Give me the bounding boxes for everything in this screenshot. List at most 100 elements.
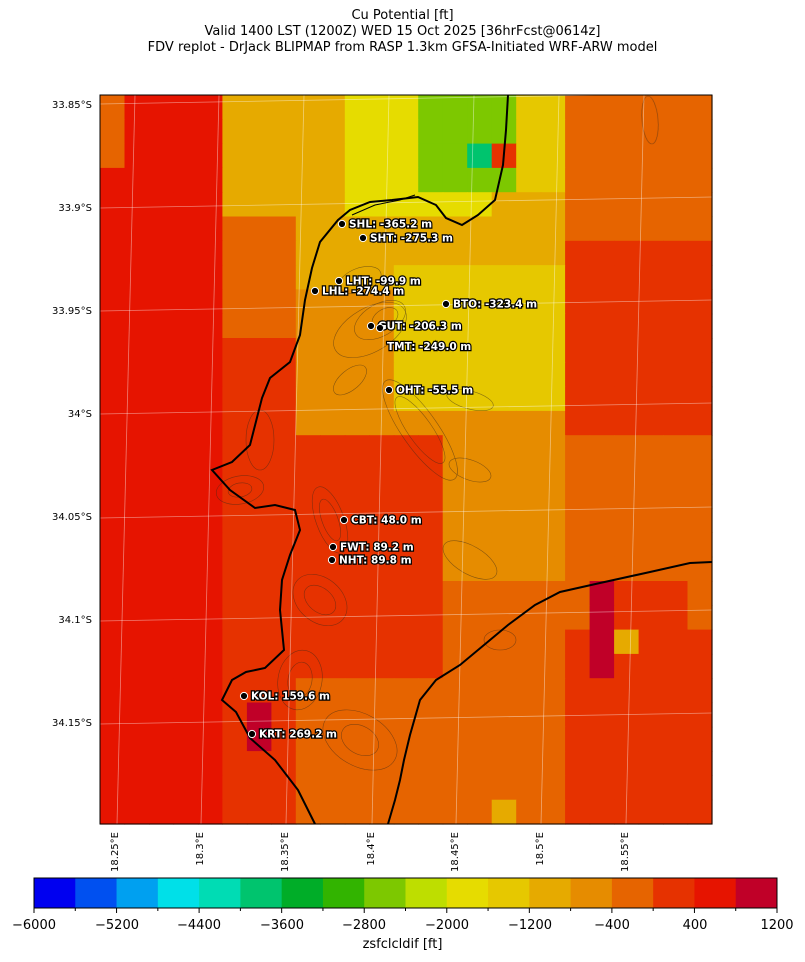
station-lht[interactable]: LHT: -99.9 m [334,274,422,289]
field-cell [246,313,272,339]
station-marker[interactable] [384,385,394,395]
field-cell [663,702,689,728]
station-marker[interactable] [239,691,249,701]
station-kol[interactable]: KOL: 159.6 m [239,689,331,704]
field-cell [197,556,223,582]
field-cell [393,338,419,363]
field-cell [565,581,591,606]
station-gut[interactable]: GUT: -206.3 m [366,319,463,334]
field-cell [614,751,640,776]
field-cell [663,167,689,193]
station-marker[interactable] [328,542,338,552]
field-cell [173,605,199,631]
station-marker[interactable] [334,276,344,286]
field-cell [100,556,126,582]
field-cell [149,362,175,388]
field-cell [271,726,297,752]
station-label: GUT: -206.3 m [378,321,462,333]
field-cell [271,459,297,485]
station-tmt[interactable]: TMT: -249.0 m [375,323,472,354]
field-cell [173,702,199,728]
station-oht[interactable]: OHT: -55.5 m [384,383,474,398]
field-cell [467,678,493,704]
field-cell [393,556,419,582]
field-cell [197,726,223,752]
field-cell [565,483,591,509]
field-cell [467,726,493,752]
field-cell [149,95,175,120]
field-cell [516,751,542,776]
station-marker[interactable] [247,729,257,739]
field-cell [222,192,248,218]
station-marker[interactable] [366,321,376,331]
station-shl[interactable]: SHL: -365.2 m [337,217,433,232]
field-cell [663,751,689,776]
field-cell [271,435,297,461]
field-cell [393,678,419,704]
field-cell [320,95,346,120]
field-cell [369,338,395,363]
field-cell [271,799,297,825]
field-cell [320,167,346,193]
station-marker[interactable] [337,219,347,229]
field-cell [173,508,199,533]
field-cell [124,386,150,412]
field-cell [540,289,566,315]
field-cell [638,240,664,266]
station-nht[interactable]: NHT: 89.8 m [327,553,413,568]
field-cell [344,459,370,485]
field-cell [369,240,395,266]
field-cell [589,192,615,218]
field-cell [638,143,664,169]
field-cell [100,386,126,412]
field-cell [467,95,493,120]
station-fwt[interactable]: FWT: 89.2 m [328,540,415,555]
field-cell [663,581,689,606]
field-cell [100,216,126,242]
field-cell [393,581,419,606]
field-cell [222,459,248,485]
station-label: LHT: -99.9 m [346,276,421,288]
field-cell [540,338,566,363]
station-krt[interactable]: KRT: 269.2 m [247,727,338,742]
field-cell [100,313,126,339]
station-marker[interactable] [339,515,349,525]
field-cell [222,775,248,801]
field-cell [442,799,468,825]
field-cell [271,289,297,315]
field-cell [442,362,468,388]
field-cell [197,143,223,169]
station-marker[interactable] [310,286,320,296]
field-cell [663,605,689,631]
colorbar-tick-label: −2800 [342,918,386,933]
field-cell [687,678,713,704]
field-cell [418,119,444,145]
station-marker[interactable] [375,323,385,333]
field-cell [173,265,199,290]
station-marker[interactable] [358,233,368,243]
station-cbt[interactable]: CBT: 48.0 m [339,513,423,528]
field-cell [687,119,713,145]
station-marker[interactable] [327,555,337,565]
field-cell [320,289,346,315]
field-cell [246,143,272,169]
field-cell [614,410,640,436]
field-cell [467,410,493,436]
field-cell [565,678,591,704]
field-cell [149,386,175,412]
field-cell [124,678,150,704]
field-cell [467,289,493,315]
field-cell [197,95,223,120]
field-cell [491,653,517,679]
station-sht[interactable]: SHT: -275.3 m [358,231,454,246]
field-cell [320,678,346,704]
field-cell [565,240,591,266]
station-bto[interactable]: BTO: -323.4 m [441,297,538,312]
field-cell [344,726,370,752]
field-cell [442,410,468,436]
field-cell [173,653,199,679]
field-cell [491,605,517,631]
station-lhl[interactable]: LHL: -274.4 m [310,284,405,299]
station-marker[interactable] [441,299,451,309]
field-cell [124,775,150,801]
